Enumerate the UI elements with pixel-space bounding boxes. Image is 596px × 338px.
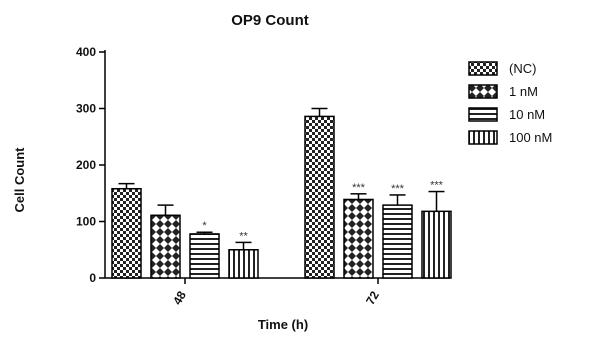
- legend-label: (NC): [509, 61, 536, 76]
- legend-swatch: [469, 108, 497, 121]
- y-tick-label: 100: [76, 215, 96, 229]
- x-axis-label: Time (h): [258, 317, 308, 332]
- significance-label: ***: [352, 182, 366, 194]
- legend-swatch: [469, 131, 497, 144]
- bars: ****** *** ***: [112, 109, 451, 279]
- bar: [190, 234, 219, 278]
- legend-swatch: [469, 62, 497, 75]
- legend-swatch: [469, 85, 497, 98]
- significance-label: ***: [430, 180, 444, 192]
- bar: [383, 205, 412, 278]
- y-tick-label: 400: [76, 45, 96, 59]
- y-axis-label: Cell Count: [12, 147, 27, 213]
- y-tick-label: 300: [76, 102, 96, 116]
- y-tick-label: 200: [76, 158, 96, 172]
- legend: (NC) 1 nM 10 nM 100 nM: [469, 61, 552, 145]
- y-axis: 0 100 200 300 400: [76, 45, 105, 285]
- x-tick-label: 48: [170, 288, 189, 307]
- y-tick-label: 0: [89, 271, 96, 285]
- bar: [229, 250, 258, 278]
- bar: [151, 215, 180, 278]
- x-axis: 48 72: [105, 278, 450, 307]
- significance-label: ***: [391, 183, 405, 195]
- legend-label: 100 nM: [509, 130, 552, 145]
- legend-label: 1 nM: [509, 84, 538, 99]
- bar: [344, 199, 373, 278]
- significance-label: **: [239, 230, 248, 242]
- x-tick-label: 72: [363, 288, 382, 307]
- bar: [305, 116, 334, 278]
- significance-label: *: [202, 220, 207, 232]
- bar: [112, 189, 141, 278]
- chart-title: OP9 Count: [231, 12, 309, 29]
- legend-label: 10 nM: [509, 107, 545, 122]
- bar: [422, 211, 451, 278]
